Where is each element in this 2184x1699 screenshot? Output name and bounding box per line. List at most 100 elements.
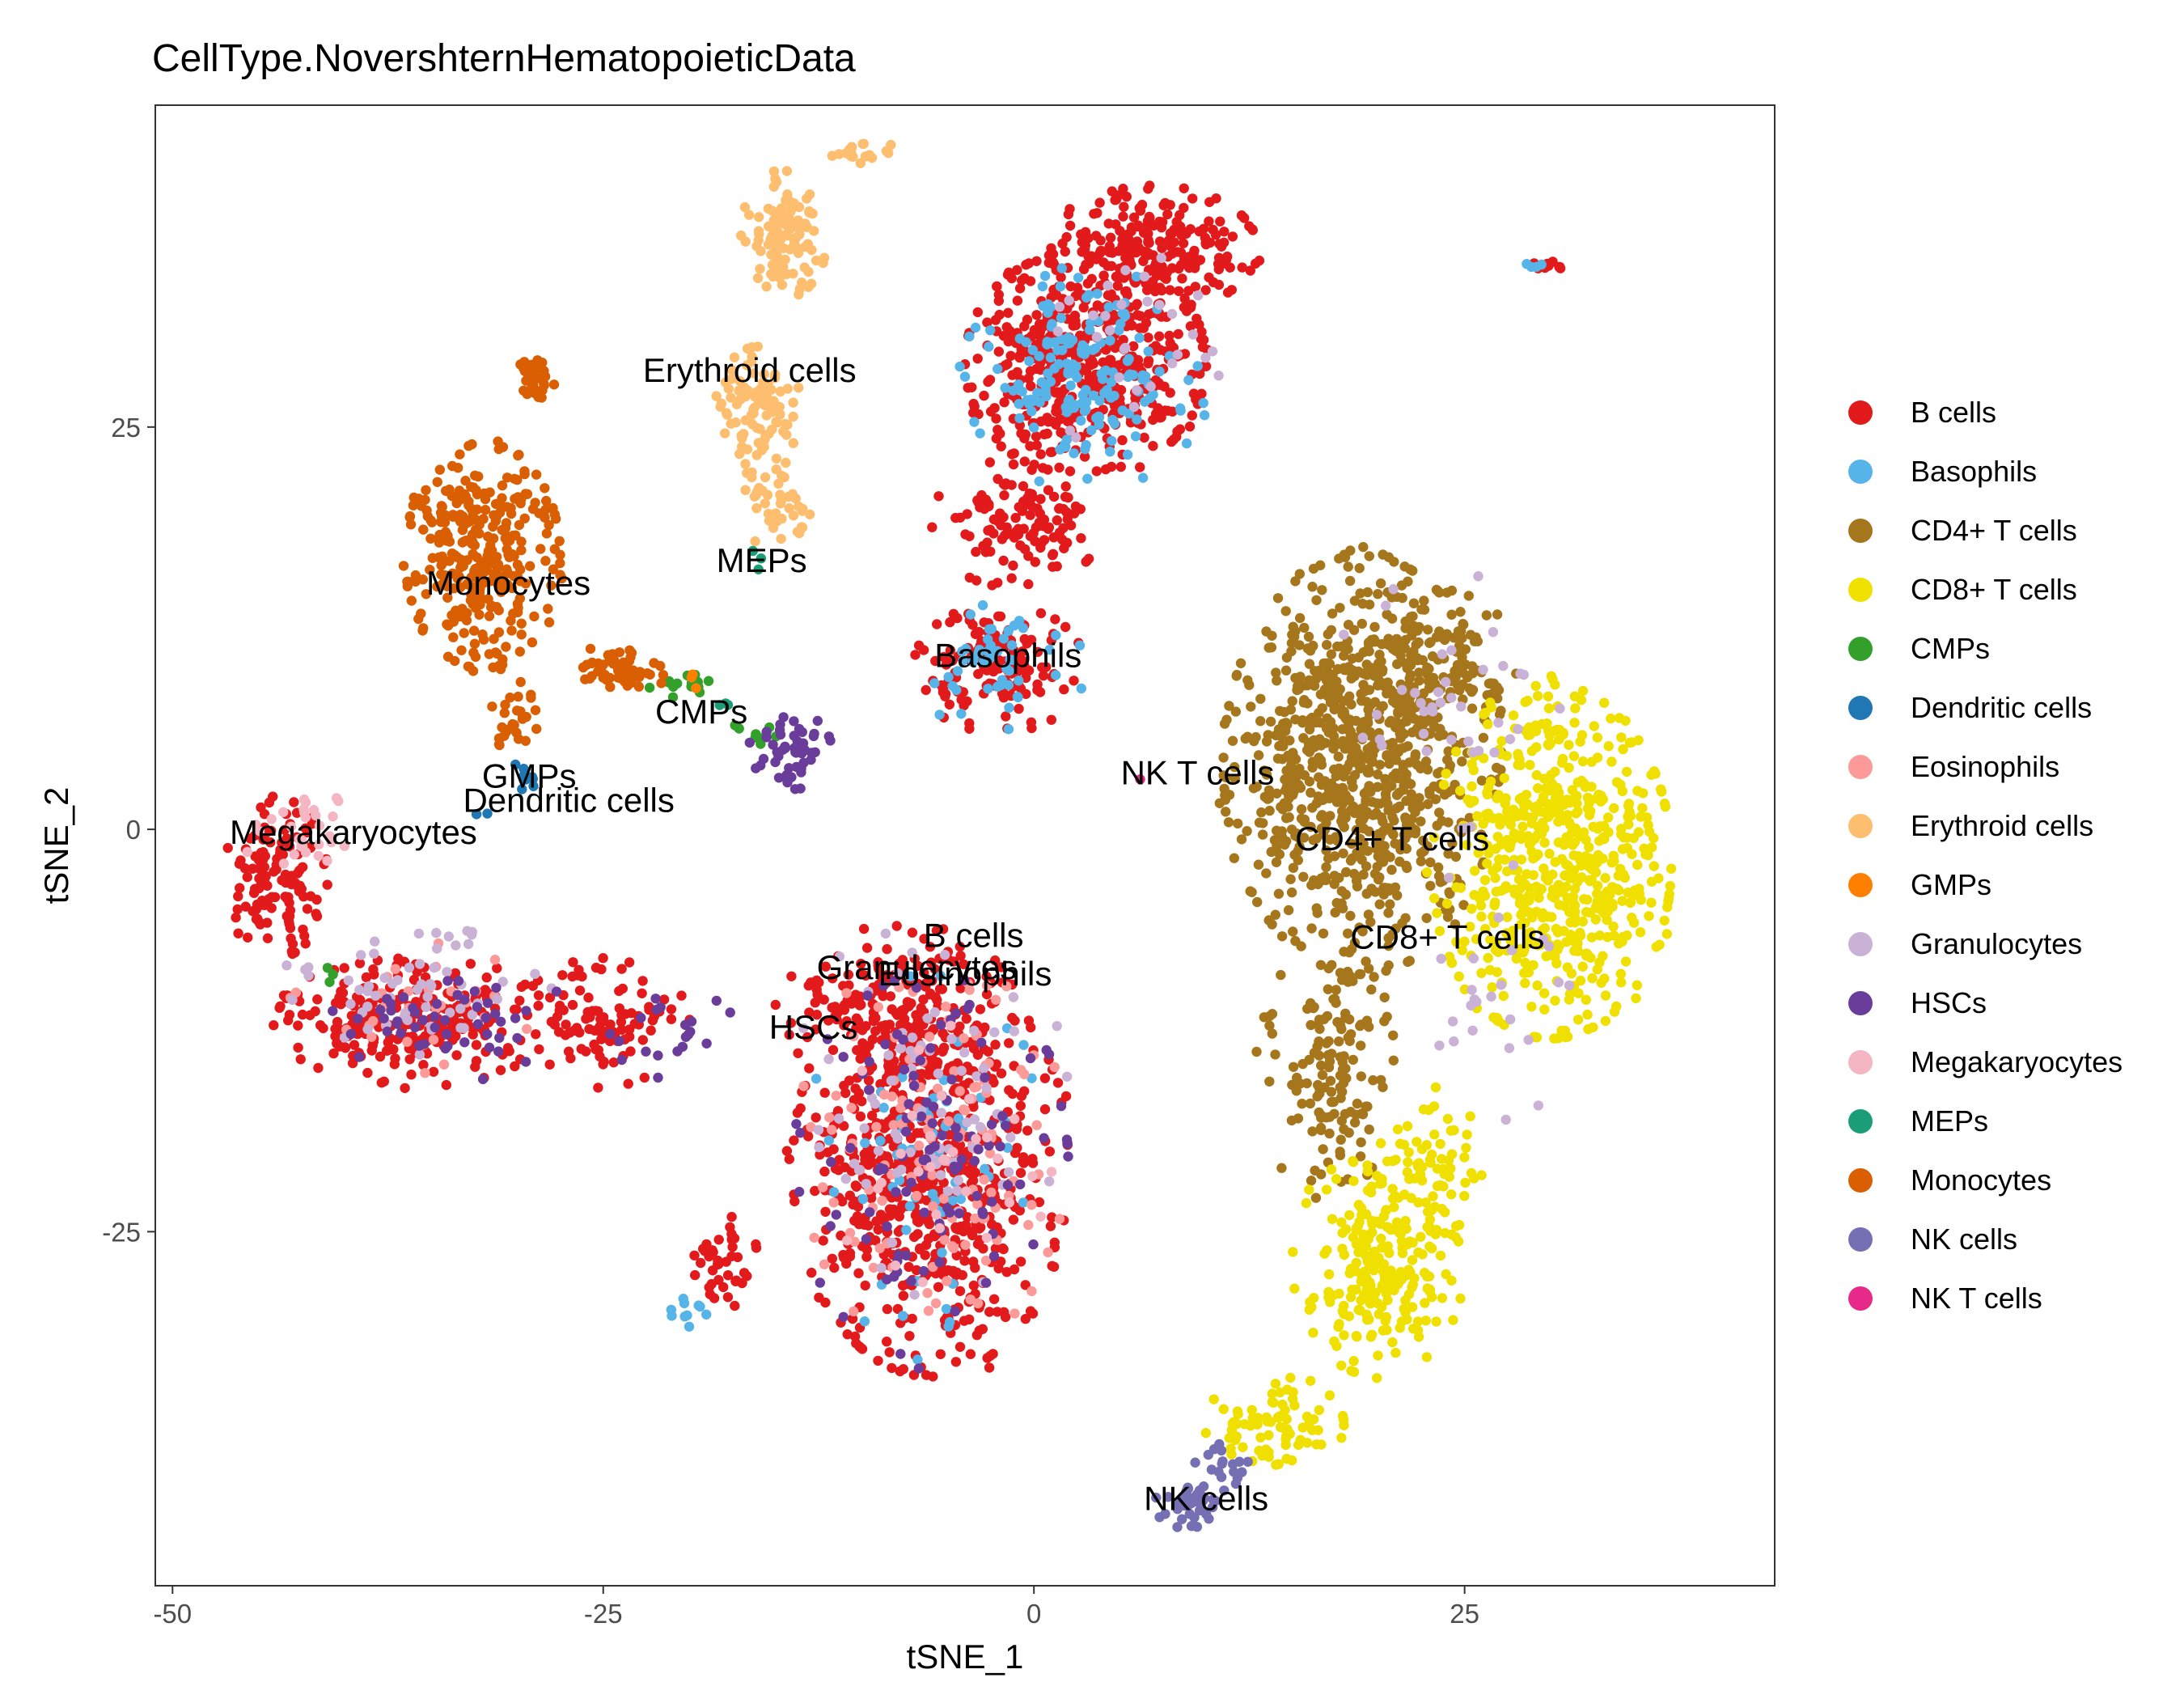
data-point [1636,895,1646,905]
data-point [1551,958,1562,968]
data-point [1502,807,1513,817]
data-point [1306,1375,1316,1387]
data-point [495,1065,506,1075]
data-point [1281,1413,1292,1425]
data-point [1122,356,1133,366]
data-point [1015,1100,1026,1112]
data-point [751,729,761,739]
data-point [1430,794,1441,805]
data-point [1357,803,1367,814]
data-point [1334,872,1344,883]
data-point [544,1059,555,1070]
data-point [853,1268,864,1278]
data-point [1428,1101,1440,1112]
data-point [275,1001,286,1012]
data-point [785,1018,797,1028]
data-point [1237,262,1247,273]
data-point [1321,862,1331,873]
data-point [1137,472,1149,483]
data-point [1416,1231,1426,1243]
data-point [793,1048,803,1059]
data-point [930,1298,942,1309]
data-point [1386,781,1397,791]
data-point [950,1269,962,1281]
data-point [1362,668,1373,679]
data-point [1543,691,1554,701]
data-point [242,871,252,883]
data-point [1433,862,1444,873]
data-point [1255,1432,1266,1443]
data-point [1348,1176,1359,1187]
data-point [1310,673,1322,684]
data-point [1231,669,1242,680]
data-point [328,969,338,980]
data-point [616,1024,627,1036]
data-point [823,1135,834,1146]
data-point [998,1244,1009,1255]
data-point [827,1253,837,1265]
data-point [1267,1028,1278,1039]
data-point [1091,466,1103,477]
data-point [1564,762,1574,773]
data-point [1276,969,1286,981]
data-point [1319,776,1331,786]
data-point [1348,1157,1359,1167]
data-point [1337,1227,1348,1239]
data-point [1590,914,1602,925]
data-point [982,317,993,328]
data-point [583,992,594,1003]
data-point [1402,862,1412,874]
data-point [1635,927,1646,938]
data-point [1339,947,1349,957]
data-point [1308,563,1319,574]
data-point [1302,1078,1312,1089]
data-point [1364,964,1374,974]
data-point [1532,691,1543,701]
data-point [676,990,687,1001]
data-point [616,1010,627,1020]
data-point [721,1256,731,1267]
data-point [1451,882,1462,892]
data-point [1491,843,1501,854]
data-point [1081,396,1092,408]
data-point [1549,1033,1560,1044]
data-point [1467,904,1477,914]
data-point [1415,1163,1425,1174]
data-point [1095,235,1106,246]
data-point [1272,676,1282,686]
data-point [1489,900,1500,911]
data-point [1549,892,1560,903]
data-point [1633,735,1644,746]
data-point [1327,1049,1337,1059]
data-point [1435,1138,1445,1150]
data-point [824,1112,835,1123]
data-point [1527,812,1539,823]
data-point [1112,281,1124,291]
data-point [281,893,293,905]
data-point [1543,703,1555,714]
data-point [1270,1049,1280,1060]
data-point [1015,1167,1026,1179]
data-point [933,491,944,502]
data-point [1087,345,1098,355]
data-point [283,1015,294,1026]
data-point [684,1321,695,1333]
data-point [928,1371,938,1382]
data-point [1301,1197,1312,1209]
data-point [1005,325,1015,337]
data-point [554,1006,565,1016]
data-point [1484,964,1496,976]
data-point [1533,783,1543,794]
data-point [933,1282,944,1293]
data-point [971,1330,983,1341]
data-point [945,1316,955,1328]
data-point [1204,237,1216,248]
data-point [823,1147,833,1158]
data-point [1375,1138,1386,1149]
data-point [1272,840,1282,851]
data-point [1130,431,1141,442]
data-point [1530,801,1542,812]
data-point [1576,695,1587,705]
data-point [983,376,993,388]
data-point [1425,880,1436,892]
